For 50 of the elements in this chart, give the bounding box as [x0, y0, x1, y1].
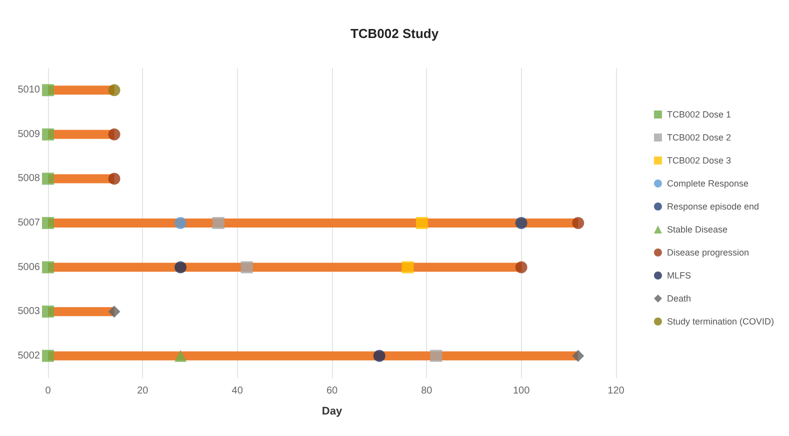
point — [212, 217, 224, 229]
x-tick-label: 60 — [326, 386, 338, 396]
point — [515, 261, 528, 274]
point — [108, 172, 120, 185]
y-tick-label: 5009 — [18, 128, 40, 140]
x-axis-title: Day — [322, 406, 343, 418]
point — [42, 261, 54, 274]
legend-label: MLFS — [666, 270, 691, 280]
point — [42, 84, 54, 96]
point — [430, 350, 442, 362]
legend-label: Study termination (COVID) — [666, 316, 774, 326]
legend-label: Stable Disease — [666, 224, 728, 234]
legend-label: Complete Response — [666, 178, 749, 188]
legend-label: Death — [666, 294, 691, 304]
point — [42, 128, 54, 140]
point — [42, 217, 54, 229]
point — [42, 350, 54, 362]
y-tick-label: 5006 — [18, 262, 40, 273]
point — [42, 172, 54, 185]
y-tick-label: 5010 — [18, 84, 40, 96]
x-tick-label: 100 — [512, 386, 530, 396]
point — [108, 84, 120, 96]
y-tick-label: 5008 — [18, 173, 40, 184]
point — [402, 261, 414, 274]
x-tick-label: 80 — [421, 386, 433, 396]
x-tick-label: 120 — [608, 386, 625, 396]
legend-label: Disease progression — [666, 248, 750, 258]
point — [174, 217, 187, 229]
legend-label: TCB002 Dose 1 — [666, 110, 732, 120]
point — [108, 306, 120, 318]
point — [174, 350, 187, 362]
x-tick-label: 20 — [137, 386, 149, 396]
chart-title: TCB002 Study — [350, 26, 440, 41]
x-tick-label: 0 — [45, 386, 52, 396]
legend-label: TCB002 Dose 3 — [666, 156, 732, 166]
point — [174, 261, 187, 274]
point — [572, 350, 584, 362]
point — [240, 261, 253, 274]
legend-label: TCB002 Dose 2 — [666, 132, 732, 142]
x-tick-label: 40 — [232, 386, 244, 396]
point — [515, 217, 528, 229]
point — [42, 306, 54, 318]
y-tick-label: 5007 — [18, 218, 40, 228]
point — [373, 350, 386, 362]
legend-label: Response episode end — [666, 202, 760, 212]
point — [572, 217, 584, 229]
point — [416, 217, 428, 229]
point — [108, 128, 120, 140]
y-tick-label: 5002 — [18, 350, 40, 362]
y-tick-label: 5003 — [18, 306, 40, 318]
